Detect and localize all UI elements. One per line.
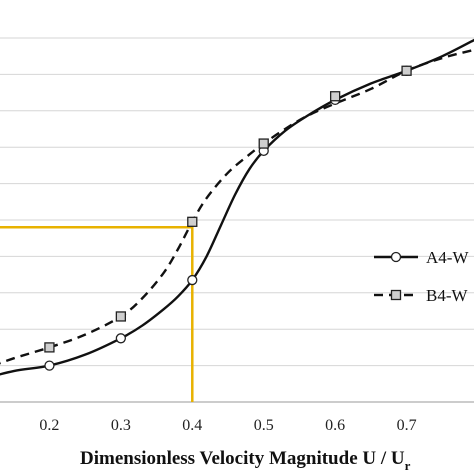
x-axis-title: Dimensionless Velocity Magnitude U / Ur — [80, 448, 411, 473]
legend-marker — [390, 251, 402, 263]
x-tick-label: 0.5 — [254, 417, 274, 434]
marker-point — [401, 65, 412, 76]
x-tick-label: 0.6 — [325, 417, 345, 434]
marker-point — [44, 342, 55, 353]
marker-point — [44, 360, 55, 371]
series-line-a4-w — [0, 38, 474, 376]
legend-marker — [390, 289, 402, 301]
marker-point — [115, 333, 127, 344]
marker-point — [329, 91, 341, 102]
series-lines — [0, 38, 474, 376]
legend-label: A4-W — [426, 248, 469, 267]
series-line-b4-w — [0, 48, 474, 365]
gridlines — [0, 37, 474, 403]
marker-point — [115, 311, 127, 322]
marker-point — [187, 274, 198, 286]
reference-lines — [0, 226, 194, 402]
x-tick-label: 0.2 — [39, 417, 59, 434]
series-markers — [44, 65, 412, 371]
reference-line — [0, 226, 194, 402]
legend-label: B4-W — [426, 286, 469, 305]
marker-point — [187, 216, 198, 227]
x-tick-label: 0.3 — [111, 417, 131, 434]
x-tick-labels: 0.20.30.40.50.60.70 — [39, 417, 417, 434]
marker-point — [258, 138, 269, 149]
x-tick-label: 0.4 — [182, 417, 202, 434]
x-tick-label: 0.7 — [397, 417, 417, 434]
legend: A4-W B4-W — [374, 248, 469, 305]
